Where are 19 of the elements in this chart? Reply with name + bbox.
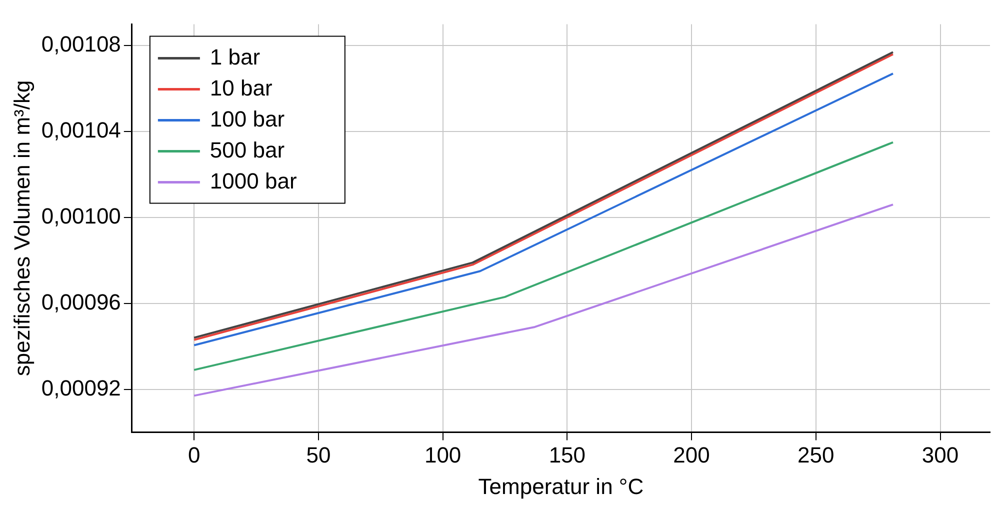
x-axis-title: Temperatur in °C	[478, 474, 644, 499]
x-tick-label: 300	[922, 442, 959, 468]
legend-label: 1000 bar	[210, 168, 297, 194]
x-tick-label: 250	[798, 442, 834, 468]
y-tick-label: 0,00092	[41, 375, 121, 400]
x-tick-label: 100	[424, 442, 462, 468]
legend-label: 10 bar	[210, 75, 272, 100]
x-tick-label: 150	[548, 442, 586, 468]
y-axis-title: spezifisches Volumen in m³/kg	[9, 80, 34, 376]
x-tick-label: 0	[188, 442, 200, 468]
legend-label: 1 bar	[210, 44, 260, 70]
x-tick-label: 50	[306, 442, 331, 468]
legend-label: 100 bar	[210, 106, 285, 132]
y-tick-label: 0,00100	[41, 204, 121, 229]
y-tick-label: 0,00096	[41, 289, 121, 314]
x-tick-label: 200	[673, 442, 710, 468]
y-tick-label: 0,00104	[41, 118, 121, 143]
legend-label: 500 bar	[210, 137, 285, 162]
y-tick-label: 0,00108	[41, 32, 121, 57]
